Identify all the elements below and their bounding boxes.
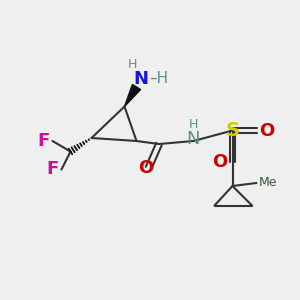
Text: N: N bbox=[133, 70, 148, 88]
Text: H: H bbox=[127, 58, 137, 71]
Polygon shape bbox=[124, 85, 141, 106]
Text: –H: –H bbox=[149, 71, 168, 86]
Text: O: O bbox=[259, 122, 274, 140]
Text: Me: Me bbox=[259, 176, 278, 190]
Text: N: N bbox=[187, 130, 200, 148]
Text: F: F bbox=[38, 132, 50, 150]
Text: O: O bbox=[138, 159, 153, 177]
Text: F: F bbox=[47, 160, 59, 178]
Text: S: S bbox=[226, 121, 239, 140]
Text: O: O bbox=[212, 153, 227, 171]
Text: H: H bbox=[188, 118, 198, 131]
